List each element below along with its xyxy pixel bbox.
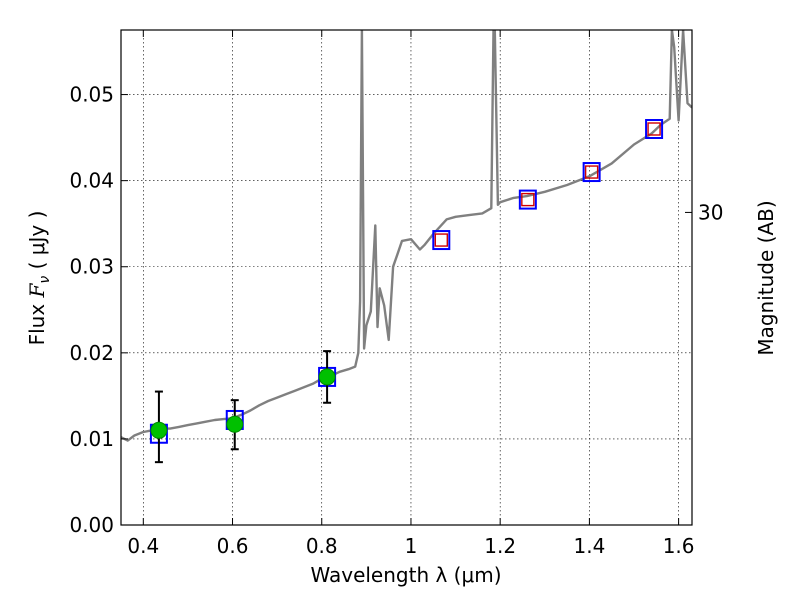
model-point-square [518, 189, 537, 210]
x-tick-label: 0.4 [127, 534, 159, 558]
y-axis-label-symbol: F [25, 282, 49, 298]
y2-tick-label: 30 [698, 200, 723, 224]
predicted-point-square [521, 192, 535, 207]
y2-axis-label: Magnitude (AB) [754, 200, 778, 355]
observed-point [318, 368, 336, 386]
observed-point [150, 421, 168, 439]
y-tick-label: 0.01 [69, 427, 114, 451]
tick-labels: 0.4 0.6 0.8 1 1.2 1.4 1.6 0.00 0.01 0.02 0.03 0.04 0… [69, 83, 723, 558]
plot-area [121, 30, 692, 442]
y-tick-label: 0.05 [69, 83, 114, 107]
y-axis-label-main: Flux [25, 297, 49, 345]
y-tick-label: 0.00 [69, 513, 114, 537]
ticks-layer [121, 30, 692, 526]
model-point-square [645, 119, 664, 139]
plot-background [121, 30, 692, 525]
x-tick-label: 1.6 [663, 534, 695, 558]
y-axis-label-subscript: ν [37, 276, 53, 284]
model-spectrum-line [121, 30, 692, 442]
y-tick-label: 0.02 [69, 341, 114, 365]
y-axis-label-unit: ( μJy ) [25, 211, 49, 276]
x-tick-label: 0.8 [306, 534, 338, 558]
predicted-point-square [584, 165, 599, 179]
model-point-square [432, 230, 451, 251]
x-tick-label: 0.6 [217, 534, 249, 558]
y-tick-label: 0.03 [69, 255, 114, 279]
model-point-square [582, 162, 601, 183]
markers-layer [149, 119, 664, 464]
observed-point [226, 415, 244, 433]
y-axis-label: Flux Fν ( μJy ) [25, 211, 53, 346]
x-tick-label: 1.4 [573, 534, 605, 558]
grid-lines [121, 30, 692, 525]
x-axis-label: Wavelength λ (μm) [310, 563, 501, 587]
x-tick-label: 1 [405, 534, 418, 558]
predicted-point-square [434, 233, 448, 247]
plot-frame [120, 29, 693, 526]
y-tick-label: 0.04 [69, 169, 114, 193]
x-tick-label: 1.2 [484, 534, 516, 558]
predicted-point-square [647, 122, 661, 136]
